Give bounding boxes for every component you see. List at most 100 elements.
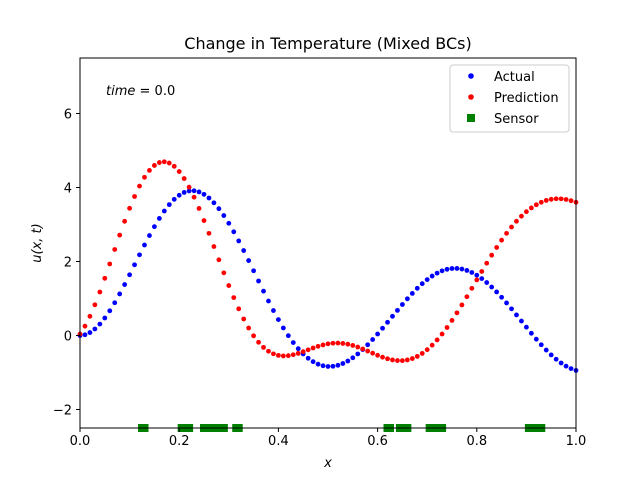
prediction-point [280,353,286,359]
prediction-point [365,348,371,354]
prediction-point [295,350,301,356]
y-axis-ticks: −2 0 2 4 6 [53,108,80,419]
prediction-point [340,341,346,346]
actual-point [494,289,500,295]
actual-point [171,196,177,202]
actual-point [434,270,440,276]
actual-point [563,363,569,369]
prediction-point [370,350,376,356]
prediction-point [97,289,103,295]
actual-point [147,233,152,238]
actual-point [132,262,137,268]
y-tick-label: 2 [64,256,72,271]
prediction-point [429,342,435,348]
actual-point [519,318,524,324]
legend-label-prediction: Prediction [494,91,559,106]
x-tick-label: 0.4 [268,434,289,449]
prediction-point [251,333,256,339]
x-tick-label: 0.8 [466,434,487,449]
prediction-point [563,197,569,202]
actual-point [464,268,470,273]
prediction-point [142,174,147,180]
actual-point [295,346,301,352]
actual-point [305,355,311,361]
prediction-point [300,349,306,355]
prediction-point [350,343,356,348]
actual-point [211,200,217,206]
prediction-point [409,356,415,361]
prediction-point [231,295,237,301]
prediction-point [156,160,162,165]
legend-label-sensor: Sensor [494,112,539,127]
actual-point [201,191,207,197]
actual-point [196,189,202,195]
actual-point [107,308,113,314]
actual-point [226,220,232,226]
prediction-point [514,218,519,224]
prediction-point [479,269,485,274]
y-tick-label: 6 [64,108,72,123]
prediction-point [186,184,192,190]
actual-point [256,278,261,284]
actual-point [82,332,88,338]
prediction-point [375,352,380,358]
legend-label-actual: Actual [494,70,535,85]
time-annotation-value: 0.0 [155,84,176,99]
actual-point [137,252,142,258]
prediction-point [519,213,524,219]
actual-point [558,360,564,366]
actual-point [355,351,361,357]
actual-point [276,317,281,322]
actual-point [538,342,544,348]
y-tick-label: 0 [64,330,72,345]
actual-point [484,280,490,285]
prediction-point [509,224,514,230]
prediction-point [112,247,118,252]
actual-point [246,258,252,263]
prediction-point [524,209,529,215]
prediction-point [454,310,460,316]
prediction-point [290,352,296,358]
prediction-point [166,160,172,166]
actual-point [335,362,341,368]
actual-point [340,361,346,366]
actual-point [176,192,182,198]
actual-point [350,355,356,361]
actual-point [310,359,316,365]
legend-marker-actual [468,73,474,79]
actual-point [325,364,331,369]
actual-point [409,290,415,296]
time-annotation: time = 0.0 [106,84,175,99]
actual-point [459,266,465,272]
actual-point [474,272,480,278]
actual-point [404,296,410,302]
prediction-point [380,354,385,360]
actual-point [92,326,98,332]
prediction-point [484,260,490,266]
x-tick-label: 1.0 [566,434,587,449]
series-prediction [77,159,579,364]
actual-point [489,284,495,290]
y-tick-label: 4 [64,182,72,197]
actual-point [112,300,118,306]
actual-point [439,268,445,274]
actual-point [261,288,266,294]
actual-point [380,325,385,331]
prediction-point [360,346,366,352]
actual-point [548,352,554,358]
actual-point [102,315,108,321]
actual-point [166,202,172,208]
actual-point [395,307,400,313]
actual-point [454,266,460,271]
prediction-point [404,357,410,363]
prediction-point [127,205,132,211]
actual-point [181,190,187,195]
prediction-point [191,194,197,200]
prediction-point [419,351,425,356]
time-annotation-equals: = [135,84,154,99]
prediction-point [469,285,475,291]
actual-point [122,282,128,287]
prediction-point [236,306,242,312]
actual-point [444,266,450,272]
